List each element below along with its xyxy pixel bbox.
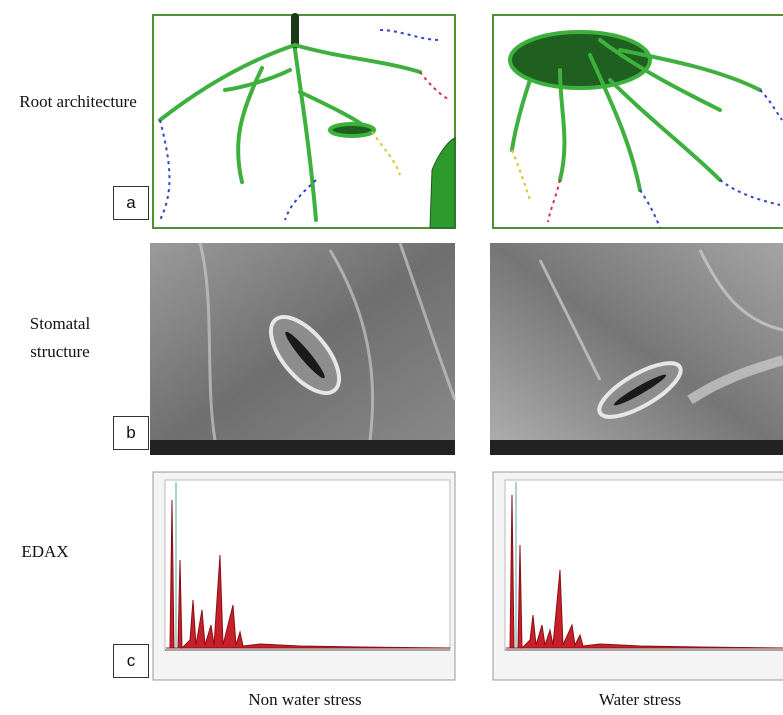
root-branch [588, 53, 642, 192]
sem-info-bar [150, 440, 455, 455]
stoma-pore [285, 331, 325, 379]
root-branch [618, 48, 762, 92]
root-cluster [328, 122, 376, 138]
root-tip [379, 29, 441, 41]
edax-spectrum [506, 494, 783, 650]
root-branch [510, 78, 532, 152]
root-branch [558, 68, 567, 182]
cell-ridge [398, 242, 457, 401]
root-tips [511, 89, 783, 229]
root-tip [639, 189, 661, 229]
root-tip [371, 131, 401, 176]
root-tip [511, 149, 531, 201]
root-mass [429, 137, 456, 229]
panel-letter: c [113, 644, 149, 678]
cell-ridge [538, 259, 602, 381]
root-cluster [508, 30, 652, 90]
edax-spectrum [166, 499, 451, 650]
sem-texture [198, 242, 457, 441]
root-network [158, 13, 456, 229]
root-branch [158, 43, 297, 122]
sem-info-bar [490, 440, 783, 455]
root-branch [293, 43, 422, 74]
root-tip [284, 179, 317, 221]
cell-ridge [328, 249, 375, 441]
root-tip [419, 71, 451, 101]
edax-plot-area [164, 479, 451, 651]
cell-ridge [687, 355, 783, 405]
stoma-pore [613, 374, 667, 406]
sem-texture [538, 249, 783, 405]
row-label: Root architecture [19, 92, 137, 111]
panel-letter: b [113, 416, 149, 450]
cell-ridge [698, 249, 783, 332]
root-tips [159, 29, 451, 221]
root-branch [293, 48, 318, 222]
root-branch [223, 68, 292, 92]
root-branch [608, 78, 722, 182]
sem-image [490, 243, 783, 455]
cell-ridge [198, 242, 217, 441]
root-network [508, 30, 762, 192]
column-label: Non water stress [248, 690, 362, 709]
row-label: Stomatal structure [29, 314, 91, 361]
column-label: Water stress [598, 690, 682, 709]
edax-plot-area [504, 479, 783, 651]
panel-letter: a [113, 186, 149, 220]
root-branch [598, 38, 722, 112]
root-tip [159, 119, 171, 221]
row-label: EDAX [21, 542, 69, 561]
